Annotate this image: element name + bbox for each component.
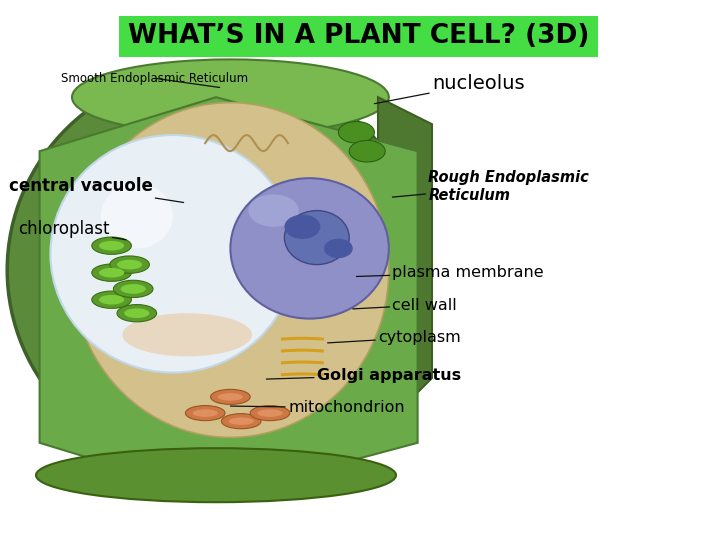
Ellipse shape	[72, 103, 389, 437]
Text: Smooth Endoplasmic Reticulum: Smooth Endoplasmic Reticulum	[61, 72, 248, 87]
Ellipse shape	[230, 178, 389, 319]
Ellipse shape	[121, 284, 145, 294]
Ellipse shape	[338, 122, 374, 143]
Ellipse shape	[284, 215, 320, 239]
Ellipse shape	[248, 194, 299, 227]
Ellipse shape	[92, 264, 132, 281]
Ellipse shape	[117, 305, 157, 322]
Ellipse shape	[7, 68, 425, 472]
Ellipse shape	[229, 417, 254, 425]
Ellipse shape	[284, 211, 349, 265]
Text: WHAT’S IN A PLANT CELL? (3D): WHAT’S IN A PLANT CELL? (3D)	[127, 23, 589, 50]
Ellipse shape	[218, 393, 243, 401]
Ellipse shape	[101, 184, 173, 248]
Ellipse shape	[36, 448, 396, 502]
FancyBboxPatch shape	[119, 16, 598, 57]
Text: Golgi apparatus: Golgi apparatus	[266, 368, 461, 383]
Text: plasma membrane: plasma membrane	[356, 265, 544, 280]
Ellipse shape	[349, 140, 385, 162]
Ellipse shape	[122, 313, 252, 356]
Ellipse shape	[99, 295, 124, 305]
Text: mitochondrion: mitochondrion	[230, 400, 405, 415]
Ellipse shape	[99, 268, 124, 278]
Ellipse shape	[109, 256, 150, 273]
Ellipse shape	[50, 135, 295, 373]
Ellipse shape	[258, 409, 283, 417]
Ellipse shape	[125, 308, 150, 318]
Ellipse shape	[251, 406, 289, 421]
Text: central vacuole: central vacuole	[9, 177, 184, 202]
Text: nucleolus: nucleolus	[374, 74, 525, 104]
Ellipse shape	[222, 414, 261, 429]
Polygon shape	[378, 97, 432, 432]
Ellipse shape	[193, 409, 217, 417]
Ellipse shape	[99, 241, 124, 251]
Text: cell wall: cell wall	[353, 298, 457, 313]
Polygon shape	[40, 97, 418, 497]
Ellipse shape	[92, 291, 132, 308]
Ellipse shape	[72, 59, 389, 135]
Ellipse shape	[114, 280, 153, 298]
Ellipse shape	[210, 389, 251, 404]
Text: chloroplast: chloroplast	[18, 220, 126, 240]
Text: cytoplasm: cytoplasm	[328, 330, 461, 345]
Ellipse shape	[117, 260, 142, 269]
Ellipse shape	[185, 406, 225, 421]
Ellipse shape	[324, 239, 353, 258]
Ellipse shape	[92, 237, 132, 254]
Text: Rough Endoplasmic
Reticulum: Rough Endoplasmic Reticulum	[392, 170, 589, 202]
